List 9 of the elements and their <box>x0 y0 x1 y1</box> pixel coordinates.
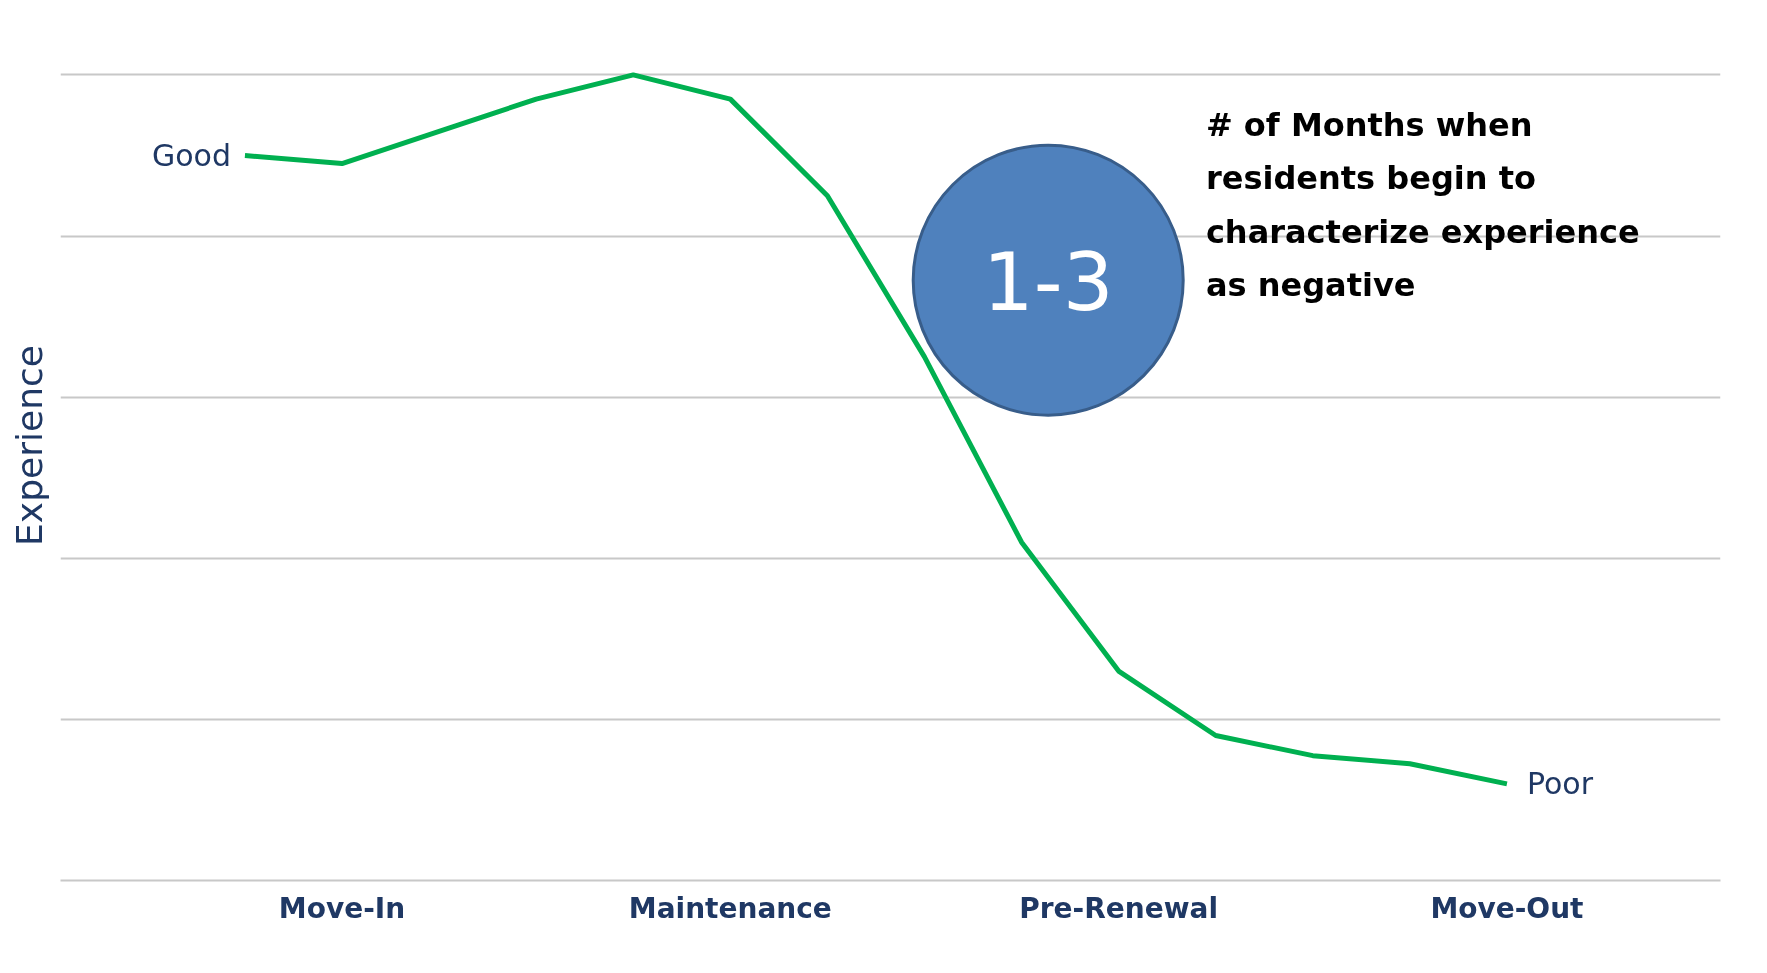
annotation: # of Months when residents begin to characterize experience as negative <box>1205 106 1640 304</box>
x-tick-label: Maintenance <box>628 891 832 925</box>
annotation: Poor <box>1526 766 1594 802</box>
x-tick-label: Move-Out <box>1430 891 1584 925</box>
x-tick-label: Move-In <box>278 891 406 925</box>
annotation: Good <box>151 138 231 173</box>
y-axis-title: Experience <box>8 345 50 546</box>
x-tick-label: Pre-Renewal <box>1019 891 1219 925</box>
annotation: 1-3 <box>982 235 1114 329</box>
